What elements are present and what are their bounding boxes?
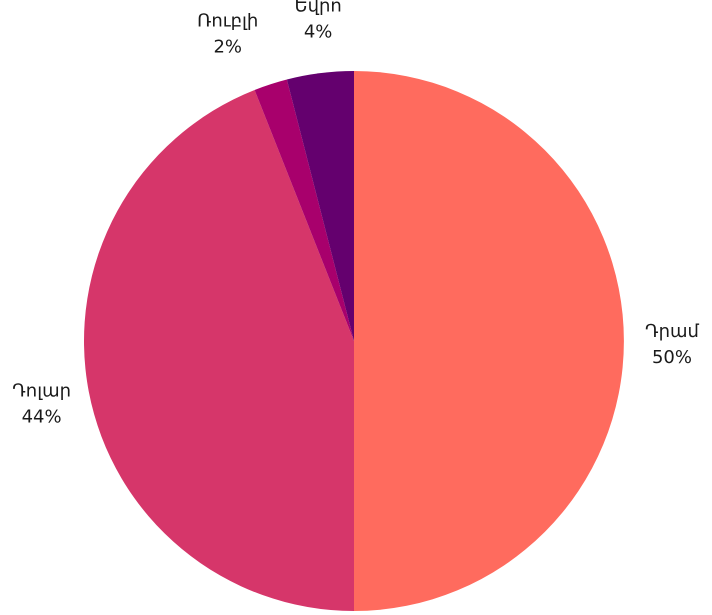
slice-name-label: Դրամ (645, 321, 700, 342)
slice-name-label: Դոլար (12, 381, 71, 402)
pie-label-ռուբլի: Ռուբլի 2% (197, 11, 258, 58)
pie-slice-դրամ (354, 71, 624, 611)
slice-name-label: Եվրո (294, 0, 341, 17)
pie-slice-ռուբլի (254, 79, 354, 341)
slice-percent-label: 44% (22, 407, 62, 428)
pie-slices (84, 71, 624, 612)
pie-label-եվրո: Եվրո 4% (294, 0, 341, 43)
slice-percent-label: 50% (652, 347, 692, 368)
pie-slice-դոլար (84, 89, 355, 612)
slice-name-label: Ռուբլի (197, 11, 258, 32)
slice-percent-label: 2% (213, 37, 242, 58)
pie-slice-եվրո (286, 71, 354, 341)
slice-percent-label: 4% (304, 22, 333, 43)
pie-labels: Դրամ 50% Դոլար 44% Ռուբլի 2% Եվրո 4% (12, 0, 699, 428)
pie-label-դրամ: Դրամ 50% (645, 321, 700, 368)
pie-label-դոլար: Դոլար 44% (12, 381, 71, 428)
